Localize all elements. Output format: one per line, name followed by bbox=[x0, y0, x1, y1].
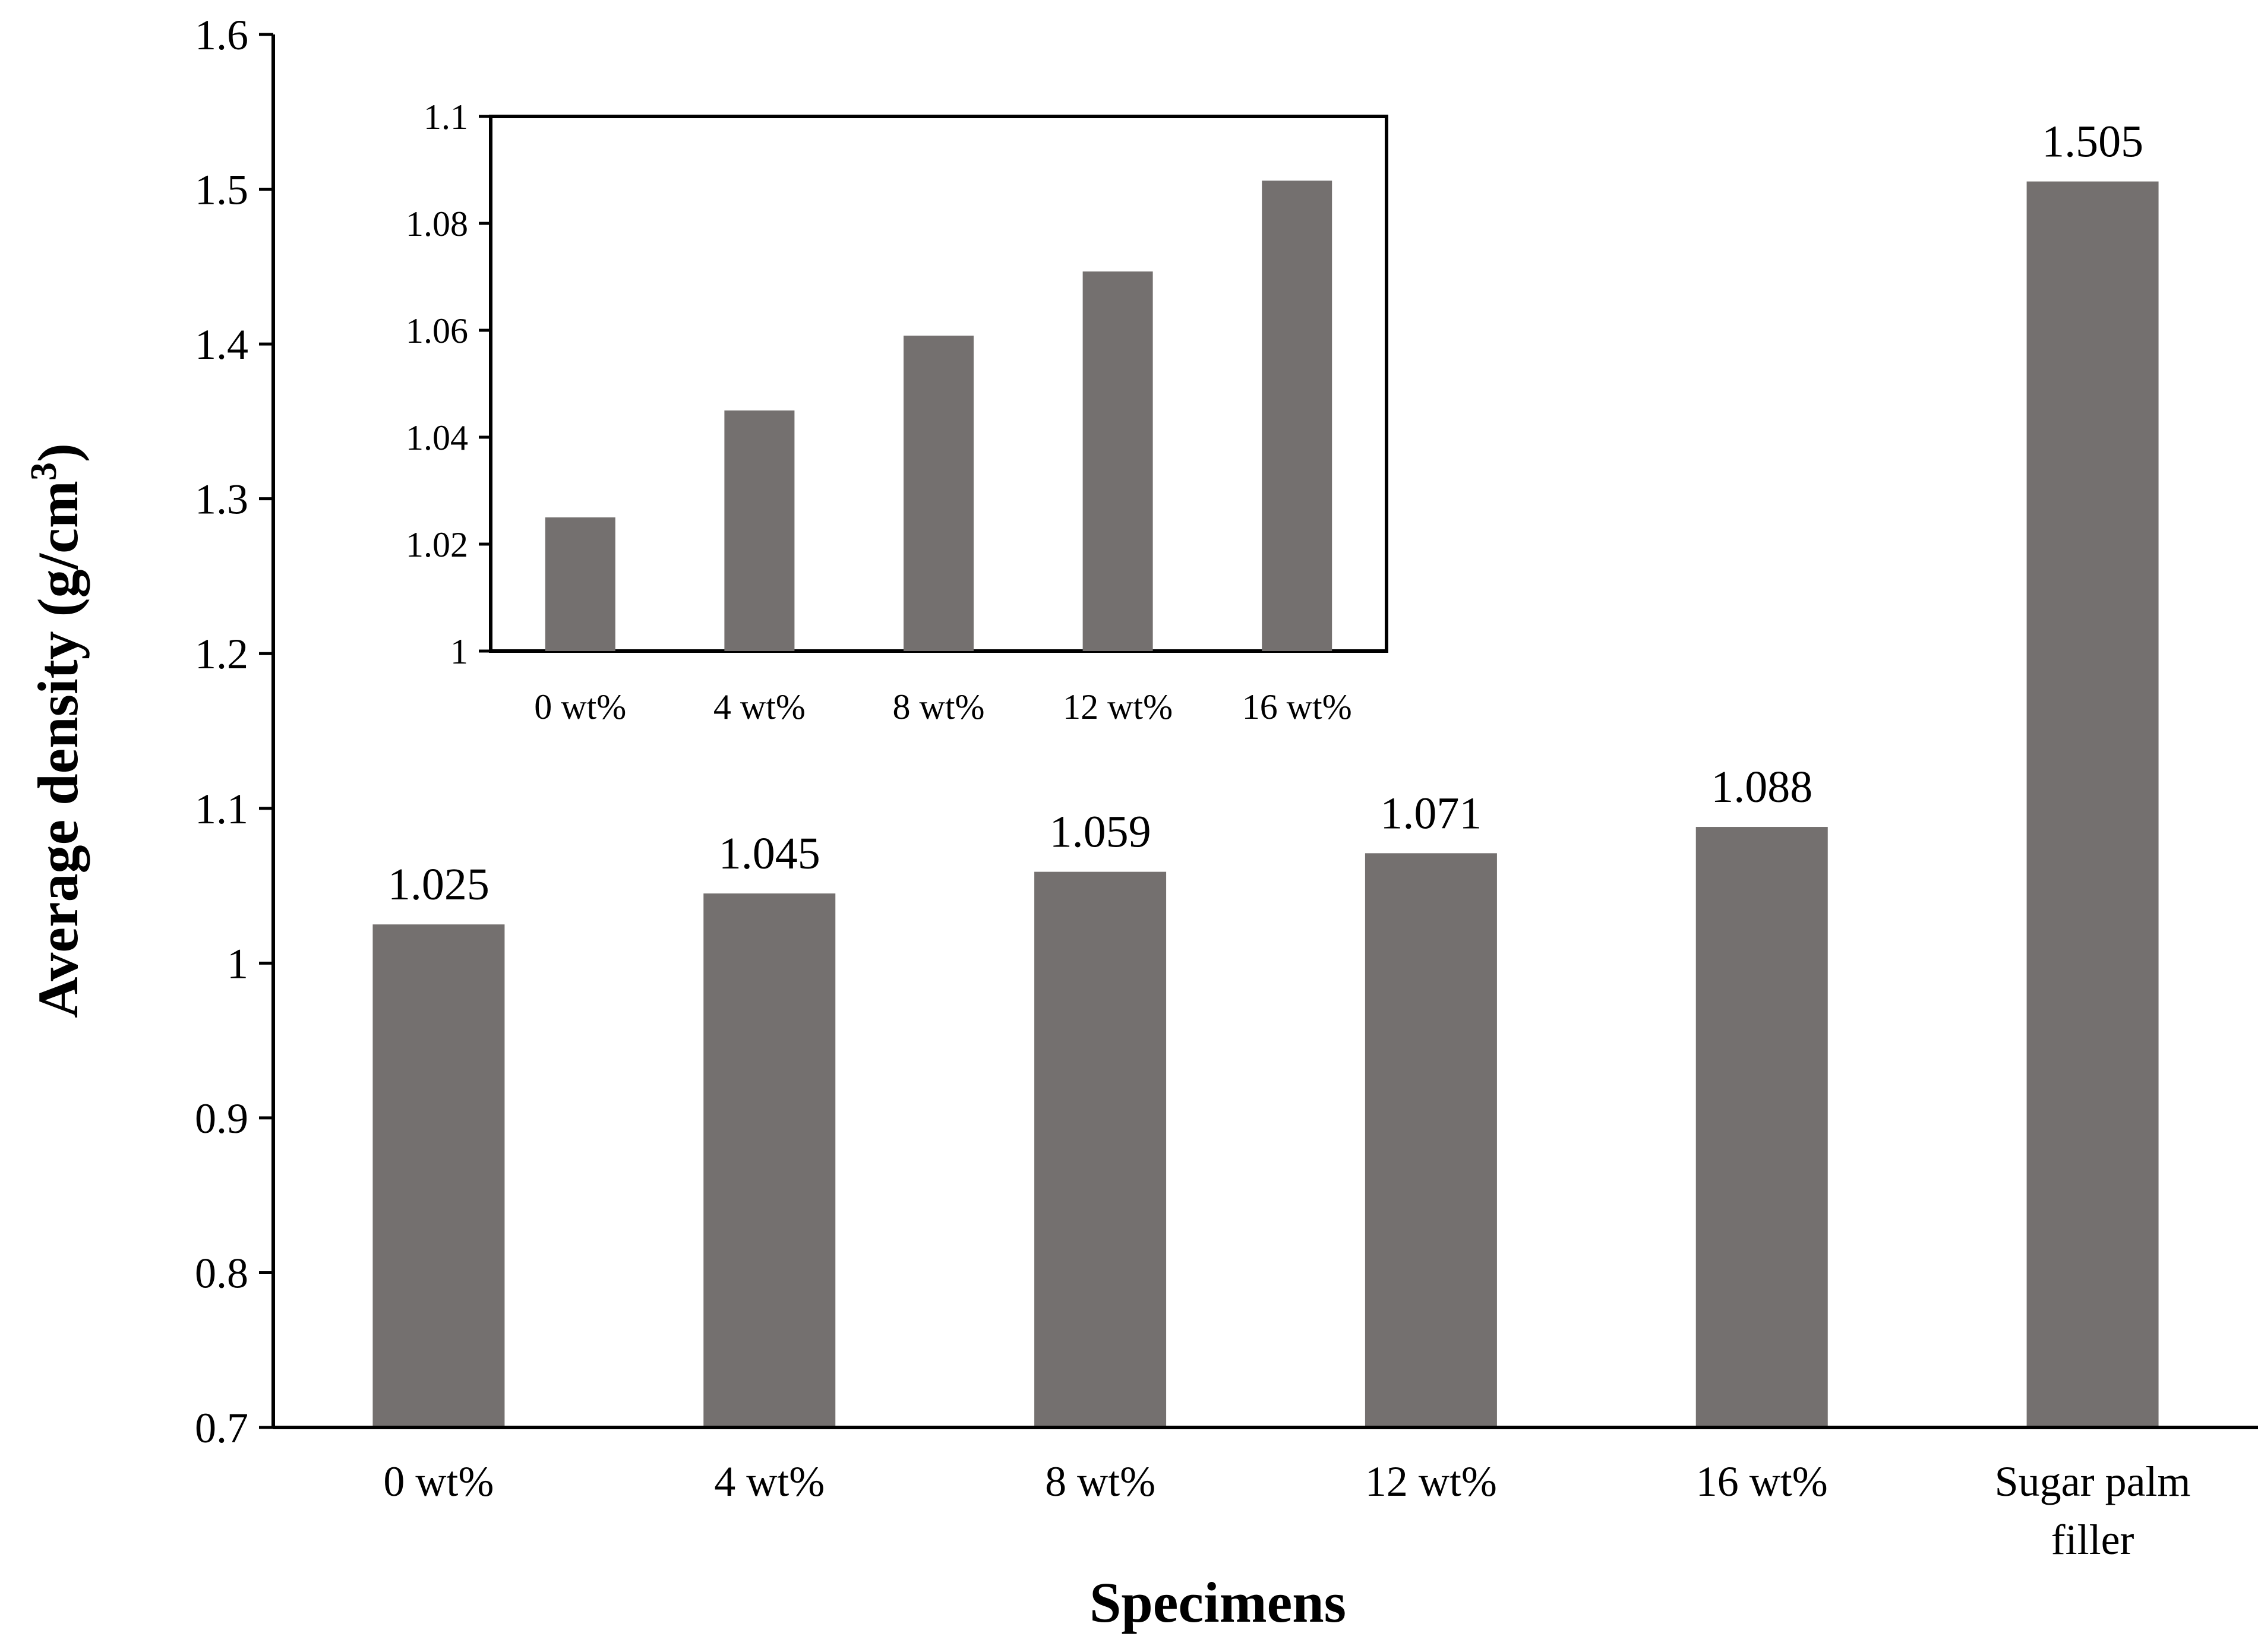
inset-bar-2 bbox=[724, 410, 795, 651]
x-tick-label-3: 8 wt% bbox=[1045, 1458, 1155, 1505]
y-tick-label-5: 1.1 bbox=[195, 785, 248, 833]
inset-y-ticks: 1 1.02 1.04 1.06 1.08 1.1 bbox=[406, 97, 491, 671]
inset-x-tick-label-4: 12 wt% bbox=[1063, 687, 1173, 726]
bar-2 bbox=[703, 893, 836, 1427]
y-axis-title-superscript: 3 bbox=[24, 462, 64, 481]
x-tick-label-6: Sugar palm filler bbox=[1995, 1458, 2191, 1563]
inset-bar-1 bbox=[545, 517, 615, 651]
y-axis-title-main: Average density (g/cm bbox=[26, 481, 90, 1018]
y-tick-label-4: 1 bbox=[227, 940, 248, 987]
y-tick-label-9: 1.5 bbox=[195, 166, 248, 214]
inset-bar-5 bbox=[1262, 181, 1332, 651]
inset-chart: 1 1.02 1.04 1.06 1.08 1.1 0 wt% 4 wt% 8 wt% 12 w… bbox=[406, 97, 1388, 726]
inset-x-tick-label-5: 16 wt% bbox=[1242, 687, 1352, 726]
data-label-5: 1.088 bbox=[1711, 762, 1812, 812]
y-tick-label-1: 0.7 bbox=[195, 1404, 248, 1452]
bar-1 bbox=[372, 924, 505, 1427]
y-tick-label-7: 1.3 bbox=[195, 476, 248, 523]
bar-5 bbox=[1695, 827, 1828, 1427]
x-axis-title: Specimens bbox=[1089, 1571, 1346, 1634]
data-label-3: 1.059 bbox=[1050, 807, 1151, 857]
y-axis-title: Average density (g/cm3) bbox=[24, 443, 90, 1018]
main-bars bbox=[372, 181, 2159, 1427]
main-x-tick-labels: 0 wt% 4 wt% 8 wt% 12 wt% 16 wt% Sugar palm fil… bbox=[383, 1458, 2190, 1563]
x-tick-label-line: filler bbox=[2051, 1516, 2134, 1563]
y-tick-label-2: 0.8 bbox=[195, 1249, 248, 1297]
data-label-1: 1.025 bbox=[388, 860, 490, 909]
x-tick-label-line: 4 wt% bbox=[714, 1458, 825, 1505]
main-y-ticks: 0.7 0.8 0.9 1 1.1 1.2 1.3 1.4 1.5 1.6 bbox=[195, 11, 273, 1452]
inset-x-tick-label-1: 0 wt% bbox=[534, 687, 626, 726]
inset-y-tick-label-5: 1.08 bbox=[406, 204, 468, 244]
inset-x-tick-label-2: 4 wt% bbox=[713, 687, 806, 726]
data-label-6: 1.505 bbox=[2042, 117, 2143, 167]
y-tick-label-10: 1.6 bbox=[195, 11, 248, 59]
inset-y-tick-label-4: 1.06 bbox=[406, 311, 468, 350]
x-tick-label-line: 8 wt% bbox=[1045, 1458, 1155, 1505]
x-tick-label-4: 12 wt% bbox=[1365, 1458, 1497, 1505]
bar-3 bbox=[1034, 871, 1167, 1427]
data-label-4: 1.071 bbox=[1380, 788, 1482, 838]
x-tick-label-1: 0 wt% bbox=[383, 1458, 494, 1505]
x-tick-label-line: 12 wt% bbox=[1365, 1458, 1497, 1505]
inset-y-tick-label-2: 1.02 bbox=[406, 525, 468, 564]
x-tick-label-line: Sugar palm bbox=[1995, 1458, 2191, 1505]
x-tick-label-line: 0 wt% bbox=[383, 1458, 494, 1505]
y-tick-label-6: 1.2 bbox=[195, 630, 248, 678]
y-tick-label-3: 0.9 bbox=[195, 1095, 248, 1142]
inset-x-tick-labels: 0 wt% 4 wt% 8 wt% 12 wt% 16 wt% bbox=[534, 687, 1351, 726]
inset-bars bbox=[545, 181, 1332, 651]
x-tick-label-5: 16 wt% bbox=[1696, 1458, 1828, 1505]
x-tick-label-2: 4 wt% bbox=[714, 1458, 825, 1505]
inset-y-tick-label-1: 1 bbox=[450, 632, 468, 671]
inset-y-tick-label-6: 1.1 bbox=[424, 97, 468, 137]
y-tick-label-8: 1.4 bbox=[195, 321, 248, 368]
x-tick-label-line: 16 wt% bbox=[1696, 1458, 1828, 1505]
inset-bar-4 bbox=[1082, 271, 1153, 651]
bar-4 bbox=[1365, 853, 1497, 1427]
inset-x-tick-label-3: 8 wt% bbox=[893, 687, 985, 726]
y-axis-title-end: ) bbox=[26, 443, 90, 462]
inset-bar-3 bbox=[904, 336, 974, 651]
bar-6 bbox=[2026, 181, 2159, 1427]
data-label-2: 1.045 bbox=[719, 829, 820, 879]
main-axes bbox=[271, 34, 2258, 1429]
inset-y-tick-label-3: 1.04 bbox=[406, 418, 468, 457]
main-data-labels: 1.025 1.045 1.059 1.071 1.088 1.505 bbox=[388, 117, 2143, 910]
